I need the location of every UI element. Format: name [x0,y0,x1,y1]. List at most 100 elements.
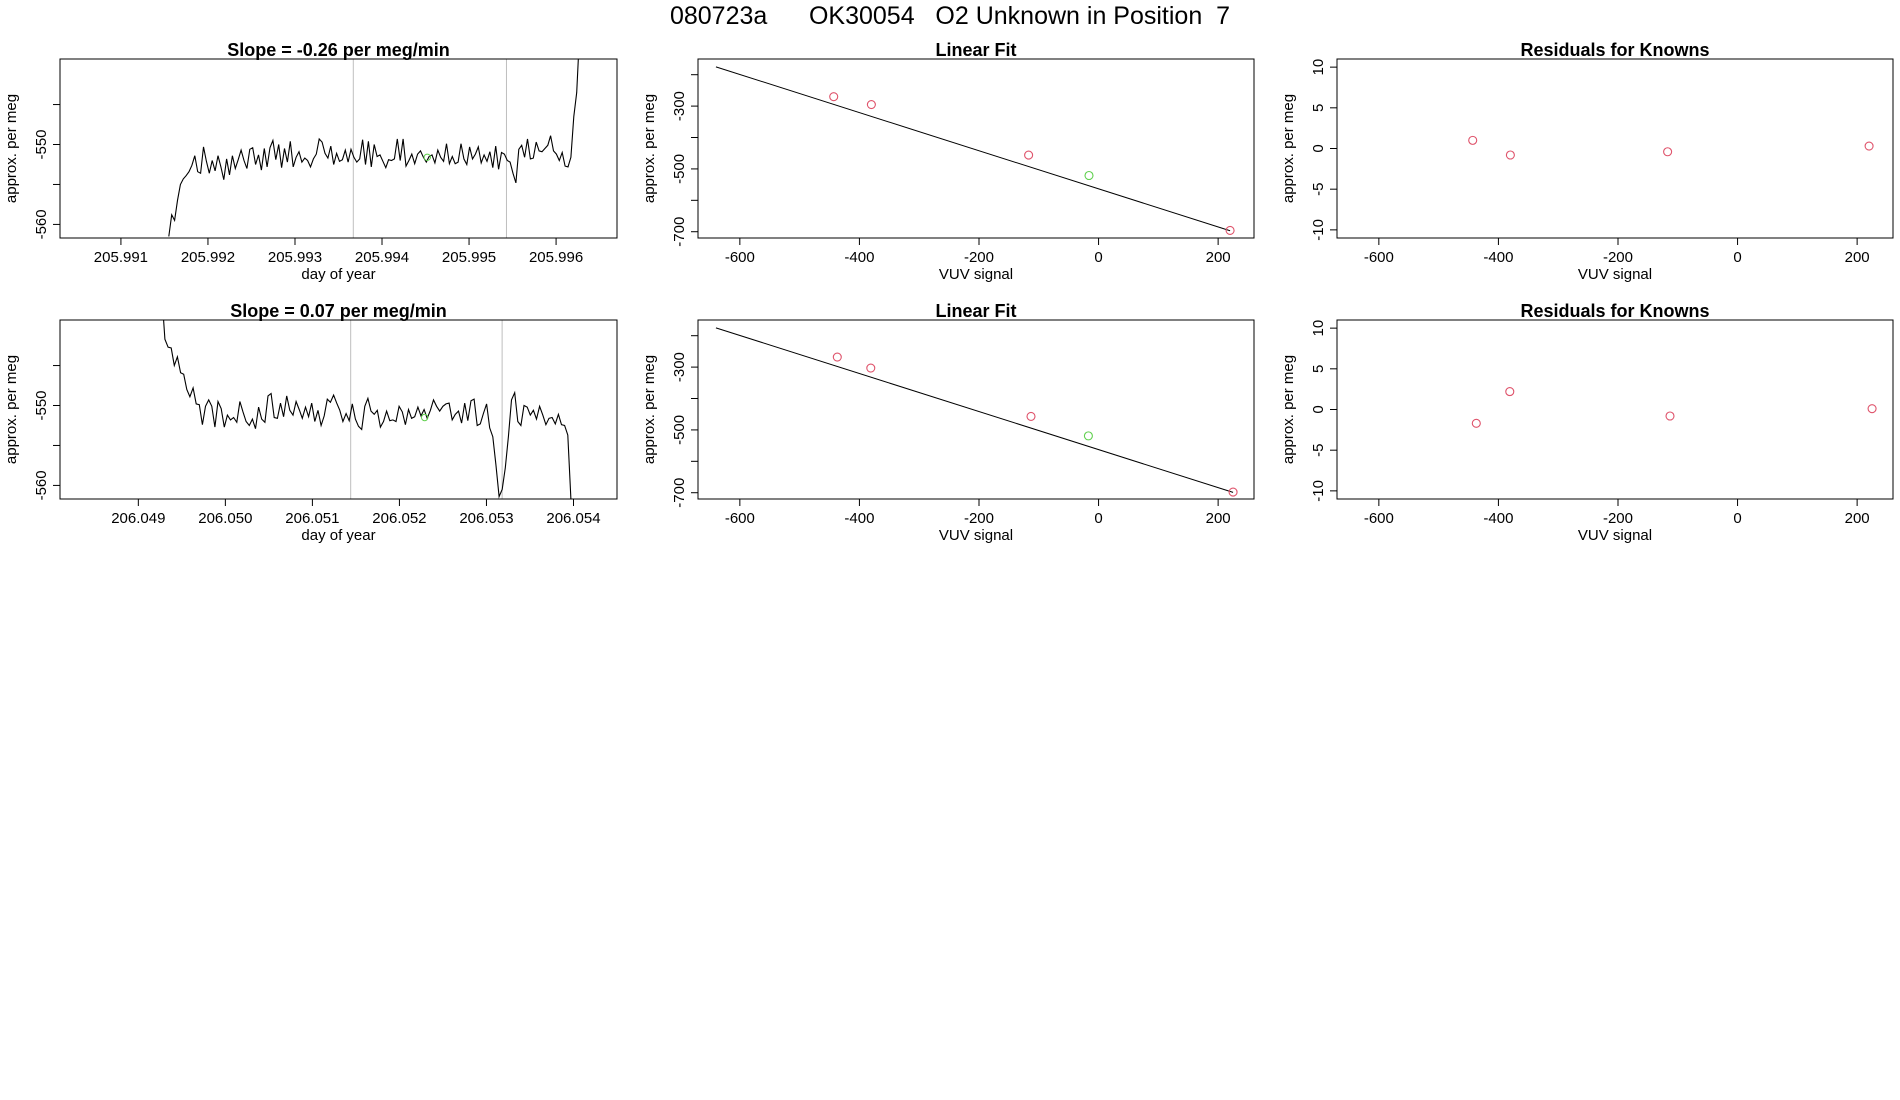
x-tick-label: -600 [1364,510,1394,527]
x-tick-label: 0 [1733,510,1741,527]
x-tick-label: -600 [1364,249,1394,266]
y-tick-label: -500 [671,154,688,184]
x-tick-label: 206.052 [372,510,426,527]
x-tick-label: 200 [1206,249,1231,266]
x-axis-label: VUV signal [1578,266,1652,283]
y-axis-label: approx. per meg [641,355,658,464]
y-tick-label: -10 [1310,219,1327,241]
x-axis-label: day of year [301,266,375,283]
series-line [163,320,572,499]
plot-frame [59,319,618,500]
x-tick-label: 200 [1845,510,1870,527]
x-tick-label: 206.051 [285,510,339,527]
y-tick-label: -560 [33,209,50,239]
resid-row1-panel: Residuals for Knowns -600 -400 -200 0 200 -10 -… [1280,40,1894,283]
y-tick-label: 5 [1310,365,1327,373]
panel-title: Slope = 0.07 per meg/min [230,301,447,321]
y-tick-label: 10 [1310,59,1327,76]
plot-frame [59,58,618,239]
x-tick-label: 205.992 [181,249,235,266]
plot-area [715,66,1235,236]
known-point [866,99,876,110]
x-tick-label: 205.996 [529,249,583,266]
unknown-point [1083,431,1093,441]
x-tick-label: 206.049 [111,510,165,527]
x-axis-label: VUV signal [1578,527,1652,544]
x-tick-label: 205.995 [442,249,496,266]
x-tick-label: 200 [1845,249,1870,266]
y-axis-label: approx. per meg [3,355,20,464]
x-tick-label: -200 [1603,510,1633,527]
y-tick-label: -550 [33,390,50,420]
x-tick-label: 206.053 [459,510,513,527]
y-tick-label: -550 [33,129,50,159]
series-line [168,59,579,237]
plot-area [1468,135,1874,160]
x-axis-label: VUV signal [939,266,1013,283]
fit-line [715,327,1234,493]
unknown-sample-point [423,153,431,161]
trace-row2-panel: Slope = 0.07 per meg/min 206.049 206.050 20… [3,301,618,544]
y-axis-label: approx. per meg [641,94,658,203]
plot-frame [697,319,1255,500]
x-tick-label: -600 [725,249,755,266]
known-point [1026,411,1036,421]
known-point [1665,411,1675,421]
plot-area [163,320,572,499]
panel-title: Linear Fit [935,301,1016,321]
y-tick-label: -700 [671,217,688,247]
y-tick-label: -10 [1310,480,1327,502]
plot-area [715,327,1238,497]
y-tick-label: -5 [1310,444,1327,457]
y-axis-label: approx. per meg [3,94,20,203]
y-tick-label: 5 [1310,104,1327,112]
known-point [1471,418,1481,428]
resid-row2-panel: Residuals for Knowns -600 -400 -200 0 200 -10 -… [1280,301,1894,544]
y-tick-label: 10 [1310,320,1327,337]
known-point [829,92,839,102]
x-tick-label: 205.994 [355,249,409,266]
y-tick-label: -300 [671,91,688,121]
known-point [1663,147,1673,157]
plot-area [1471,387,1877,428]
x-axis-label: day of year [301,527,375,544]
known-point [1468,135,1478,145]
plot-frame [1336,58,1894,239]
x-tick-label: -400 [1483,510,1513,527]
x-tick-label: -400 [844,249,874,266]
x-tick-label: -200 [964,510,994,527]
x-tick-label: 200 [1206,510,1231,527]
x-tick-label: 206.054 [546,510,600,527]
x-tick-label: 0 [1733,249,1741,266]
trace-row1-panel: Slope = -0.26 per meg/min 205.991 205.992 2… [3,40,618,283]
x-tick-label: 0 [1094,249,1102,266]
fit-row2-panel: Linear Fit -600 -400 -200 0 200 -700 -500 -300 VU… [641,301,1255,544]
fit-line [715,66,1231,232]
fit-row1-panel: Linear Fit -600 -400 -200 0 200 -700 -500 -300 VU… [641,40,1255,283]
y-tick-label: -300 [671,352,688,382]
known-point [1505,150,1515,160]
x-axis-label: VUV signal [939,527,1013,544]
plot-frame [1336,319,1894,500]
y-axis-label: approx. per meg [1280,355,1297,464]
x-tick-label: -400 [844,510,874,527]
y-tick-label: -560 [33,470,50,500]
plot-frame [697,58,1255,239]
y-tick-label: -500 [671,415,688,445]
x-tick-label: 205.991 [94,249,148,266]
known-point [1225,225,1235,236]
known-point [1024,150,1034,160]
x-tick-label: 206.050 [198,510,252,527]
panel-title: Residuals for Knowns [1520,40,1709,60]
unknown-sample-point [420,413,429,422]
y-tick-label: -5 [1310,183,1327,196]
plot-area [168,59,579,238]
known-point [1505,387,1515,397]
unknown-point [1084,170,1094,181]
y-tick-label: -700 [671,478,688,508]
y-tick-label: 0 [1310,405,1327,413]
page-title: 080723a OK30054 O2 Unknown in Position 7 [669,2,1231,30]
x-tick-label: -200 [964,249,994,266]
x-tick-label: -600 [725,510,755,527]
